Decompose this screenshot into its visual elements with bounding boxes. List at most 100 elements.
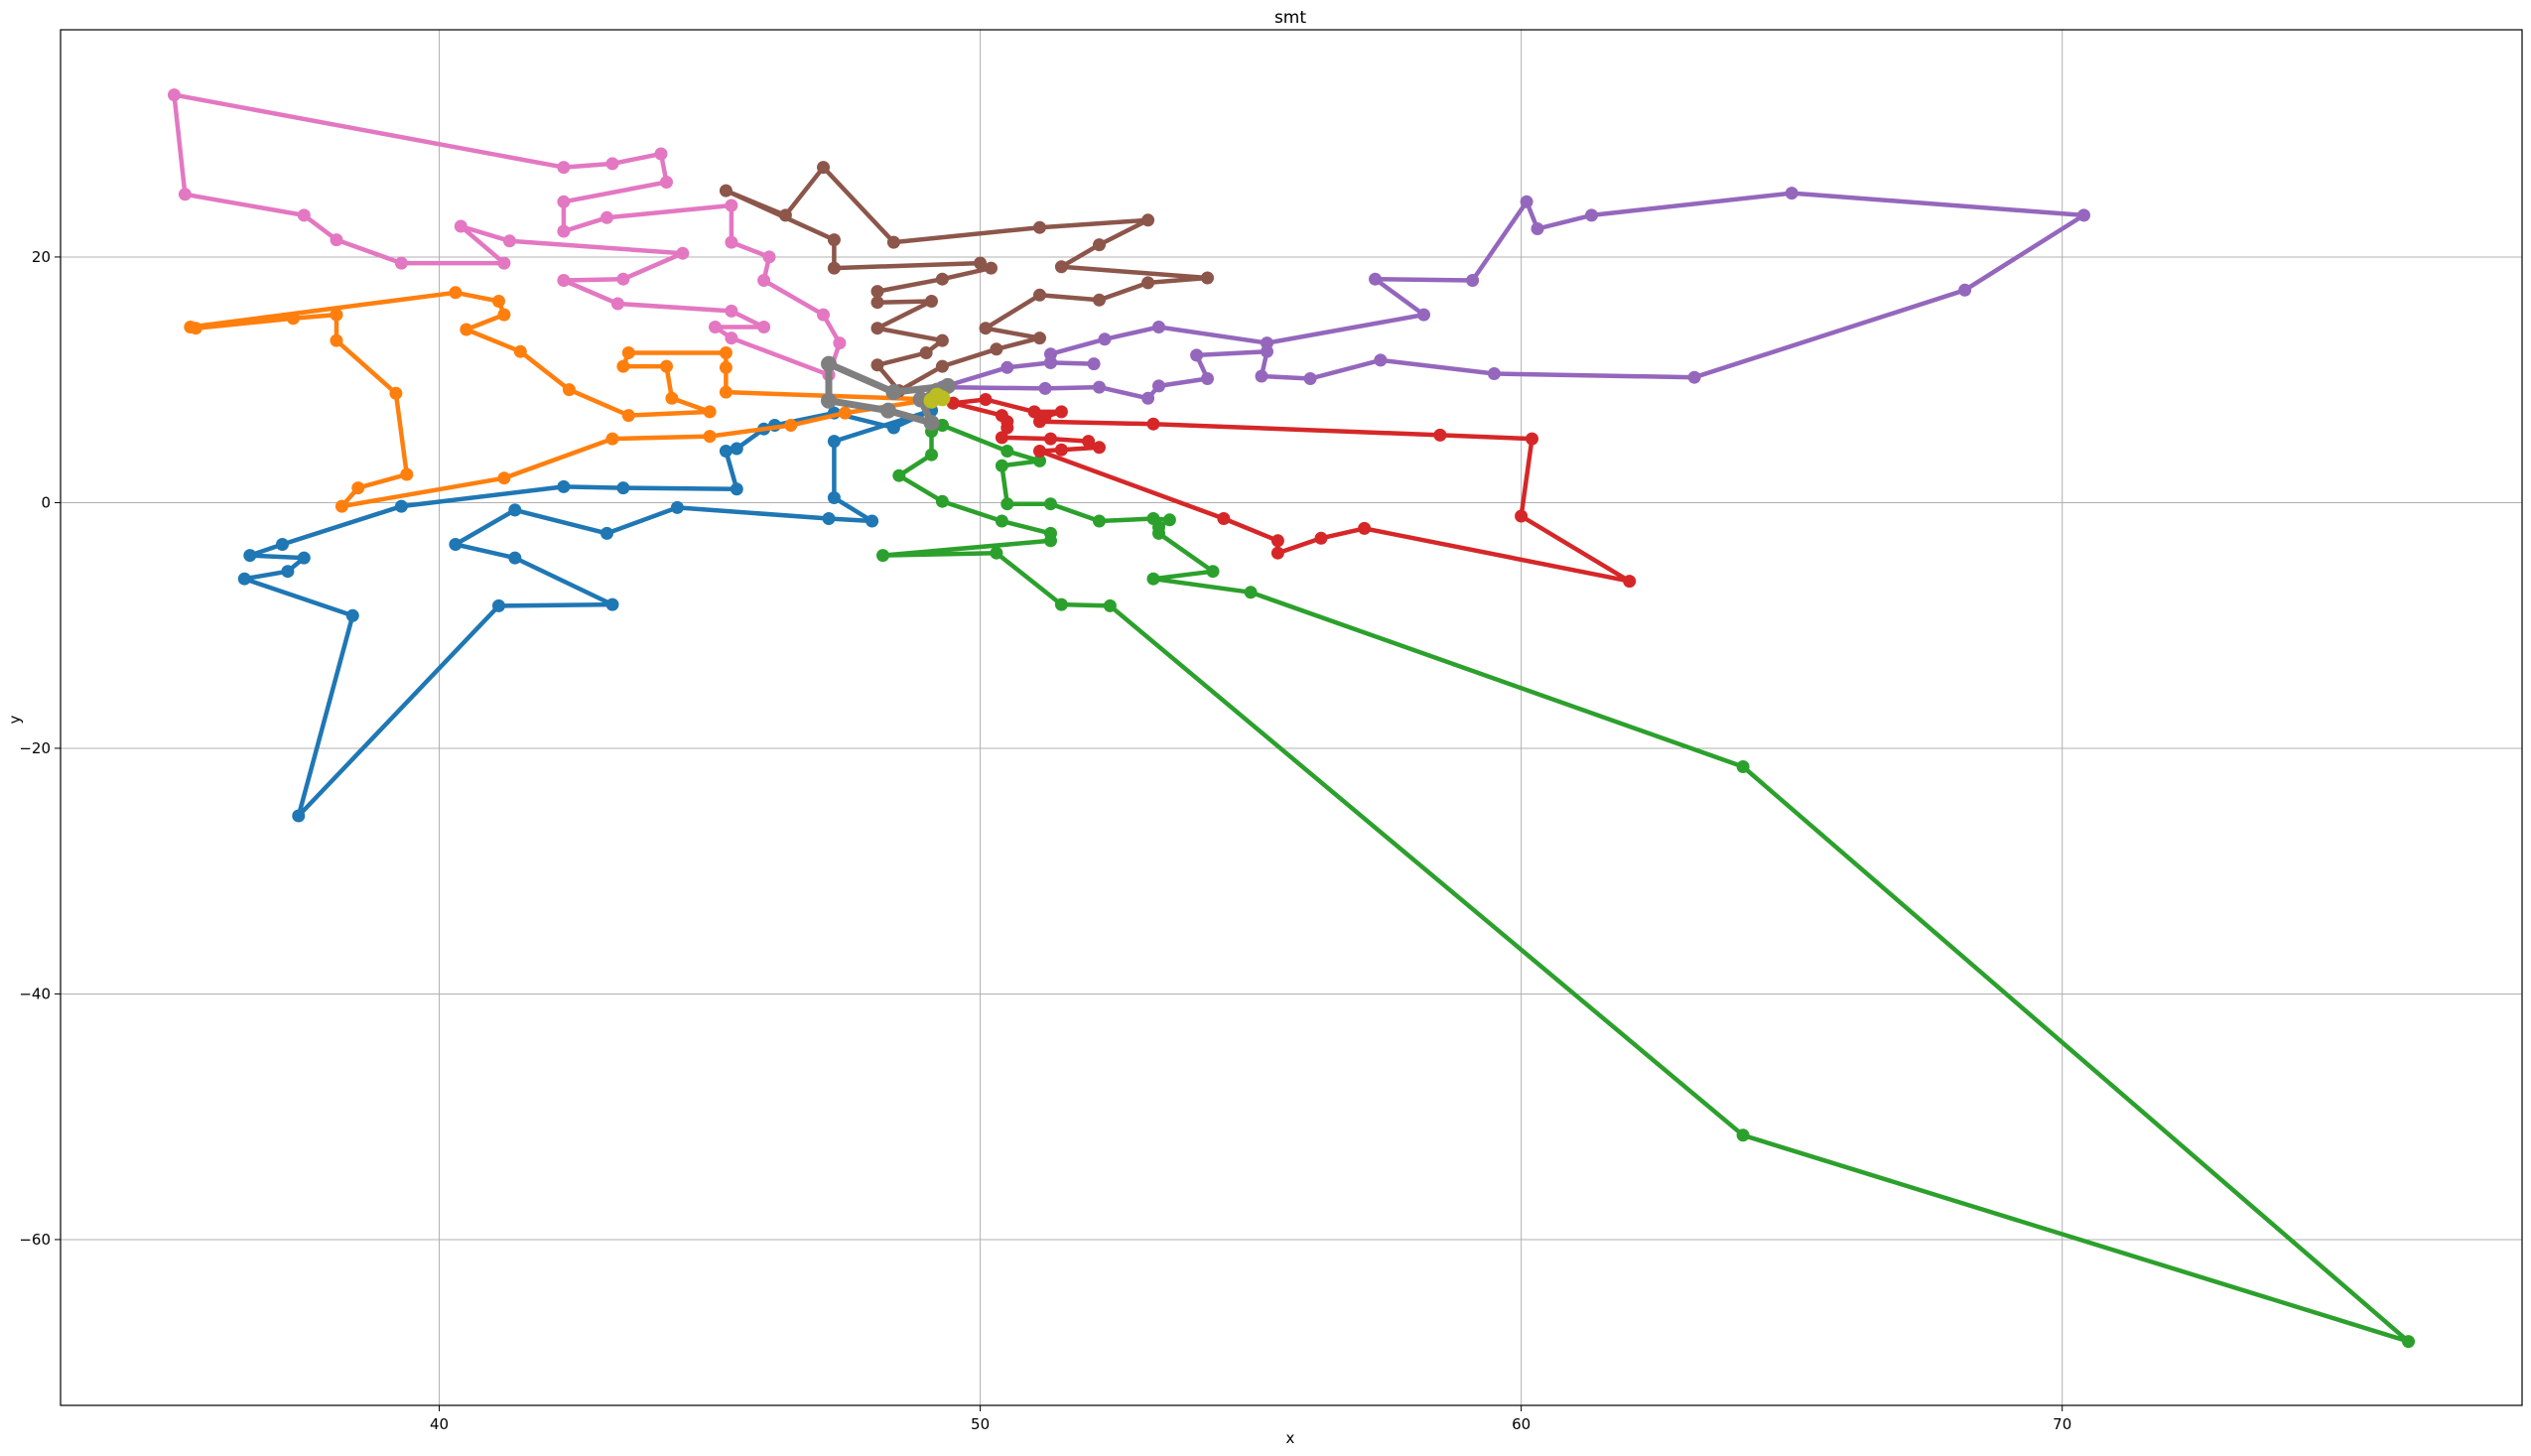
data-point — [330, 333, 343, 347]
data-point — [605, 157, 619, 171]
data-point — [1255, 369, 1268, 383]
data-point — [292, 809, 306, 823]
data-point — [621, 409, 635, 423]
data-point — [330, 233, 343, 247]
data-point — [281, 565, 295, 579]
data-point — [1044, 497, 1057, 511]
data-point — [1044, 355, 1057, 369]
data-point — [1054, 597, 1068, 611]
data-point — [990, 342, 1003, 356]
x-tick-label: 50 — [971, 1415, 990, 1433]
data-point — [817, 308, 830, 322]
x-tick-label: 70 — [2053, 1415, 2071, 1433]
data-point — [2402, 1335, 2415, 1349]
data-point — [876, 549, 889, 563]
data-point — [979, 393, 993, 406]
data-point — [995, 409, 1008, 423]
data-point — [817, 161, 830, 175]
data-point — [1526, 432, 1538, 446]
data-point — [935, 359, 949, 373]
data-point — [1152, 379, 1165, 393]
data-point — [1000, 497, 1014, 511]
data-point — [725, 235, 738, 249]
data-point — [703, 405, 717, 419]
data-point — [995, 431, 1008, 445]
data-point — [827, 435, 841, 449]
data-point — [1093, 380, 1106, 394]
data-point — [389, 386, 403, 400]
series-3 — [876, 419, 2415, 1349]
y-tick-label: −40 — [19, 985, 51, 1002]
data-point — [616, 272, 630, 286]
data-point — [394, 256, 408, 270]
data-point — [778, 208, 792, 222]
y-tick-label: −20 — [19, 739, 51, 757]
data-point — [1531, 222, 1544, 235]
data-point — [866, 514, 879, 528]
data-point — [1033, 445, 1046, 458]
data-point — [610, 297, 624, 311]
data-point — [605, 597, 619, 611]
y-tick-label: −60 — [19, 1231, 51, 1249]
data-point — [719, 184, 733, 198]
data-point — [1054, 260, 1068, 274]
data-point — [1054, 405, 1068, 419]
data-point — [334, 499, 348, 513]
data-point — [879, 402, 896, 419]
data-point — [497, 471, 511, 485]
data-point — [1785, 187, 1798, 200]
data-point — [885, 384, 902, 401]
data-point — [449, 286, 463, 300]
data-point — [838, 406, 852, 420]
data-point — [827, 261, 841, 275]
data-point — [821, 355, 837, 372]
data-point — [1103, 598, 1117, 612]
data-point — [990, 546, 1003, 560]
data-point — [1044, 534, 1057, 548]
data-point — [492, 598, 505, 612]
series-line — [188, 290, 934, 509]
data-point — [1141, 213, 1155, 227]
data-point — [1958, 283, 1972, 297]
data-point — [297, 208, 311, 222]
data-point — [600, 526, 613, 540]
data-point — [762, 250, 776, 264]
data-point — [605, 432, 619, 446]
data-point — [1033, 331, 1046, 345]
grid-lines — [61, 30, 2522, 1405]
data-point — [833, 336, 847, 350]
data-point — [557, 274, 571, 287]
data-point — [557, 195, 571, 208]
data-point — [168, 88, 181, 102]
data-point — [460, 323, 473, 336]
data-point — [822, 512, 836, 525]
series-9 — [923, 387, 951, 409]
data-point — [1417, 308, 1430, 322]
data-point — [1082, 435, 1096, 449]
data-point — [616, 359, 630, 373]
ticks-group: 40 50 60 70 −60 −40 −20 0 20 — [19, 248, 2071, 1433]
data-point — [1093, 441, 1106, 455]
data-point — [184, 321, 198, 333]
data-point — [1190, 348, 1204, 362]
data-point — [1146, 512, 1160, 525]
data-point — [454, 219, 467, 233]
data-point — [621, 346, 635, 359]
data-point — [725, 199, 738, 212]
data-point — [1054, 443, 1068, 457]
data-point — [725, 304, 738, 318]
data-point — [676, 246, 690, 260]
data-point — [1146, 417, 1160, 431]
data-point — [394, 499, 408, 513]
y-axis-label: y — [6, 715, 24, 724]
x-axis-label: x — [1286, 1429, 1295, 1447]
data-point — [1270, 534, 1284, 548]
data-point — [1000, 445, 1014, 458]
data-point — [1201, 271, 1214, 285]
data-point — [995, 514, 1008, 528]
data-point — [665, 391, 679, 405]
data-point — [1044, 432, 1057, 446]
data-point — [1087, 357, 1101, 371]
data-point — [600, 210, 613, 224]
data-point — [719, 445, 733, 458]
